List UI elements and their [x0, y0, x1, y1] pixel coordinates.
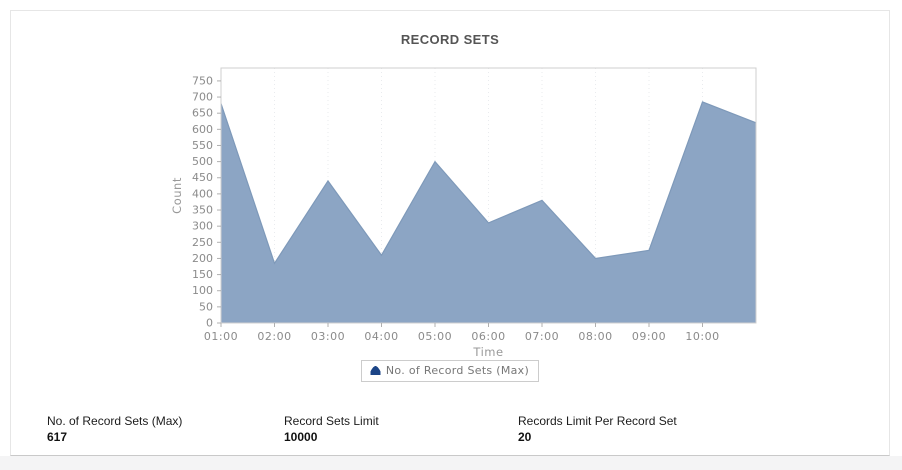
- legend-item-record-sets[interactable]: No. of Record Sets (Max): [360, 360, 540, 382]
- svg-text:650: 650: [192, 107, 213, 120]
- stat-records-limit-per-set: Records Limit Per Record Set 20: [518, 414, 677, 446]
- svg-text:200: 200: [192, 252, 213, 265]
- svg-text:300: 300: [192, 220, 213, 233]
- svg-text:50: 50: [199, 300, 213, 313]
- svg-text:Count: Count: [170, 177, 184, 214]
- stat-label: Record Sets Limit: [284, 414, 379, 428]
- svg-text:100: 100: [192, 284, 213, 297]
- stat-value: 10000: [284, 430, 318, 444]
- svg-text:07:00: 07:00: [525, 330, 559, 343]
- stat-record-sets-limit: Record Sets Limit 10000: [284, 414, 379, 446]
- svg-text:250: 250: [192, 236, 213, 249]
- svg-text:700: 700: [192, 91, 213, 104]
- legend-item-label: No. of Record Sets (Max): [385, 364, 530, 377]
- stat-record-sets-max: No. of Record Sets (Max) 617: [47, 414, 182, 446]
- area-chart[interactable]: 0 50 100 150 200 250 300 350 400 450 500 550 600 650 7…: [141, 49, 791, 359]
- svg-text:Time: Time: [472, 345, 503, 359]
- svg-text:550: 550: [192, 139, 213, 152]
- svg-text:450: 450: [192, 171, 213, 184]
- svg-text:09:00: 09:00: [632, 330, 666, 343]
- svg-text:0: 0: [206, 317, 213, 330]
- area-chart-canvas[interactable]: 0 50 100 150 200 250 300 350 400 450 500 550 600 650 7…: [141, 49, 791, 359]
- stat-label: Records Limit Per Record Set: [518, 414, 677, 428]
- svg-text:350: 350: [192, 204, 213, 217]
- svg-text:600: 600: [192, 123, 213, 136]
- svg-text:150: 150: [192, 268, 213, 281]
- page-bottom-strip: [0, 456, 902, 470]
- svg-text:06:00: 06:00: [471, 330, 505, 343]
- stat-value: 20: [518, 430, 532, 444]
- svg-text:01:00: 01:00: [204, 330, 238, 343]
- area-series-icon: [370, 366, 381, 375]
- chart-title: RECORD SETS: [400, 32, 500, 47]
- stat-label: No. of Record Sets (Max): [47, 414, 183, 428]
- stat-value: 617: [47, 430, 68, 444]
- svg-text:02:00: 02:00: [257, 330, 291, 343]
- svg-text:05:00: 05:00: [418, 330, 452, 343]
- svg-text:750: 750: [192, 74, 213, 87]
- chart-legend: No. of Record Sets (Max): [11, 360, 889, 382]
- svg-text:10:00: 10:00: [685, 330, 719, 343]
- svg-text:04:00: 04:00: [364, 330, 398, 343]
- svg-text:500: 500: [192, 155, 213, 168]
- svg-text:400: 400: [192, 187, 213, 200]
- svg-text:08:00: 08:00: [578, 330, 612, 343]
- svg-text:03:00: 03:00: [311, 330, 345, 343]
- record-sets-card: RECORD SETS 0 50 100 150 200 250 300 350 400 450 5…: [10, 10, 890, 456]
